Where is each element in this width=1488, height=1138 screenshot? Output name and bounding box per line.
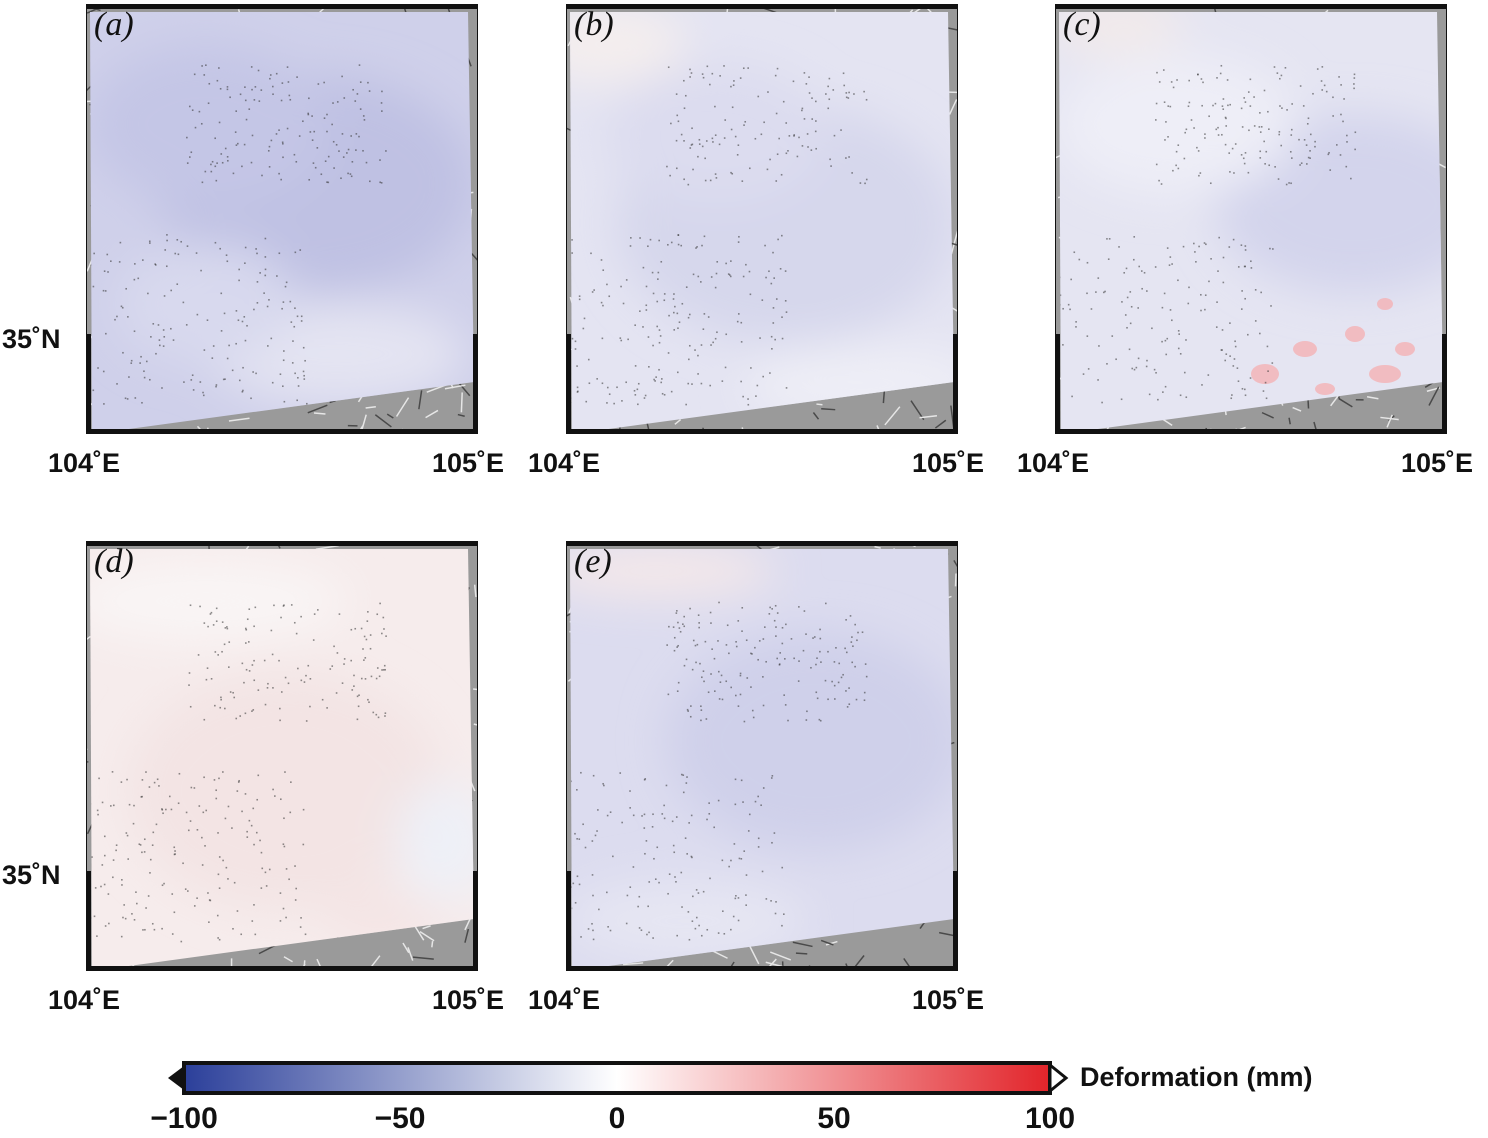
panel-label-c: (c) [1063,6,1101,43]
lon-label-e-max: 105˚E [912,985,985,1015]
colorbar-tick-3: 50 [817,1102,851,1135]
deformation-field [570,12,954,434]
deformation-map-c [1055,4,1447,434]
deformation-patch [1315,383,1335,395]
colorbar-tick-2: 0 [608,1102,626,1135]
deformation-map-e [566,541,958,971]
deformation-patch [1395,342,1415,356]
map-frame-ticks [86,541,478,971]
colorbar-max-arrow [1048,1061,1069,1095]
panel-label-d: (d) [94,543,134,580]
panel-label-b: (b) [574,6,614,43]
map-panel-e: (e) [566,541,958,971]
lat-label-row1: 35˚N [2,324,61,354]
panel-label-a: (a) [94,6,134,43]
lon-label-b-min: 104˚E [528,448,601,478]
deformation-map-a [86,4,478,434]
panel-label-e: (e) [574,543,612,580]
colorbar-min-arrow [168,1066,184,1090]
map-frame-ticks [566,4,958,434]
colorbar-tick-1: −50 [374,1102,426,1135]
colorbar-bar [182,1061,1052,1095]
map-panel-d: (d) [86,541,478,971]
lon-label-d-max: 105˚E [432,985,505,1015]
lon-label-e-min: 104˚E [528,985,601,1015]
deformation-field [90,12,474,434]
deformation-map-b [566,4,958,434]
lat-label-row2: 35˚N [2,860,61,890]
colorbar-label: Deformation (mm) [1080,1062,1313,1092]
colorbar [168,1061,1069,1095]
map-panel-a: (a) [86,4,478,434]
deformation-patch [1345,326,1365,342]
colorbar-tick-0: −100 [150,1102,218,1135]
colorbar-tick-4: 100 [1024,1102,1076,1135]
lon-label-a-max: 105˚E [432,448,505,478]
lon-label-b-max: 105˚E [912,448,985,478]
lon-label-a-min: 104˚E [48,448,121,478]
deformation-map-d [86,541,478,971]
map-panel-c: (c) [1055,4,1447,434]
map-frame-ticks [86,4,478,434]
deformation-field [90,549,474,971]
lon-label-c-max: 105˚E [1401,448,1474,478]
deformation-patch [1293,341,1317,357]
deformation-patch [1369,365,1401,383]
lon-label-d-min: 104˚E [48,985,121,1015]
map-frame-ticks [1055,4,1447,434]
deformation-patch [1377,298,1393,310]
deformation-patch [1251,364,1279,384]
map-panel-b: (b) [566,4,958,434]
deformation-field [570,549,954,971]
deformation-field [1059,12,1443,434]
lon-label-c-min: 104˚E [1017,448,1090,478]
map-frame-ticks [566,541,958,971]
